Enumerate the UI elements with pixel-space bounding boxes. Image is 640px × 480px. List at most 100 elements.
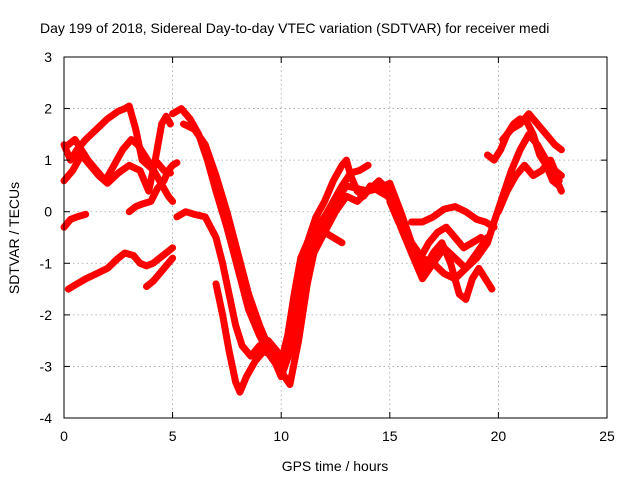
data-point-marker [412,255,419,262]
y-tick-label: 3 [44,49,52,65]
data-point-marker [115,108,122,115]
data-point-marker [321,229,328,236]
data-point-marker [475,265,482,272]
data-point-marker [93,270,100,277]
data-point-marker [245,291,252,298]
series-trace [494,156,563,216]
data-point-marker [508,167,515,174]
data-point-marker [451,234,458,241]
data-point-marker [265,337,272,344]
data-point-marker [219,311,226,318]
data-point-marker [256,342,263,349]
data-point-marker [169,255,176,262]
data-point-marker [126,162,133,169]
data-point-marker [139,200,146,207]
data-point-marker [430,213,437,220]
data-point-marker [191,211,198,218]
y-tick-label: 1 [44,152,52,168]
data-point-marker [321,213,328,220]
data-point-marker [93,167,100,174]
data-point-marker [286,327,293,334]
data-point-marker [482,219,489,226]
data-point-marker [304,280,311,287]
data-point-marker [538,167,545,174]
data-point-marker [145,188,152,195]
data-point-marker [156,255,163,262]
data-point-marker [243,373,250,380]
data-point-marker [74,213,81,220]
data-point-marker [165,193,172,200]
data-point-marker [386,180,393,187]
data-point-marker [360,193,367,200]
data-point-marker [425,239,432,246]
data-point-marker [375,177,382,184]
data-point-marker [447,260,454,267]
data-point-marker [150,278,157,285]
data-point-marker [343,193,350,200]
data-point-marker [339,182,346,189]
series-layer [60,102,565,396]
data-point-marker [232,322,239,329]
data-series [64,136,177,205]
data-point-marker [163,113,170,120]
data-point-marker [286,381,293,388]
data-point-marker [430,249,437,256]
data-point-marker [521,162,528,169]
y-tick-label: 0 [44,204,52,220]
data-series [494,156,563,216]
series-trace [60,210,90,231]
data-point-marker [121,105,128,112]
data-point-marker [269,353,276,360]
data-point-marker [536,151,543,158]
data-point-marker [443,224,450,231]
data-point-marker [150,260,157,267]
y-tick-label: -4 [40,410,53,426]
data-point-marker [213,234,220,241]
data-point-marker [132,126,139,133]
data-point-marker [375,188,382,195]
data-point-marker [223,208,230,215]
data-point-marker [551,141,558,148]
data-point-marker [295,337,302,344]
data-point-marker [312,239,319,246]
data-point-marker [558,146,565,153]
data-point-marker [543,131,550,138]
data-point-marker [456,291,463,298]
data-point-marker [367,182,374,189]
data-series [386,197,496,303]
data-point-marker [213,172,220,179]
data-point-marker [356,167,363,174]
data-point-marker [549,177,556,184]
data-point-marker [104,265,111,272]
data-point-marker [78,146,85,153]
data-point-marker [497,146,504,153]
data-point-marker [160,177,167,184]
data-point-marker [167,121,174,128]
data-point-marker [165,167,172,174]
data-point-marker [278,363,285,370]
data-point-marker [169,162,176,169]
data-point-marker [419,219,426,226]
data-point-marker [343,157,350,164]
data-series [408,203,498,231]
data-point-marker [354,198,361,205]
data-point-marker [484,151,491,158]
data-point-marker [178,105,185,112]
data-point-marker [530,131,537,138]
x-tick-label: 20 [491,428,507,444]
data-point-marker [304,239,311,246]
data-point-marker [525,110,532,117]
data-point-marker [419,275,426,282]
data-point-marker [451,203,458,210]
data-point-marker [504,188,511,195]
data-point-marker [556,177,563,184]
data-point-marker [65,286,72,293]
series-trace [64,244,177,293]
data-point-marker [152,157,159,164]
data-series [64,244,177,293]
data-point-marker [74,280,81,287]
data-point-marker [169,198,176,205]
data-point-marker [234,249,241,256]
data-point-marker [384,193,391,200]
